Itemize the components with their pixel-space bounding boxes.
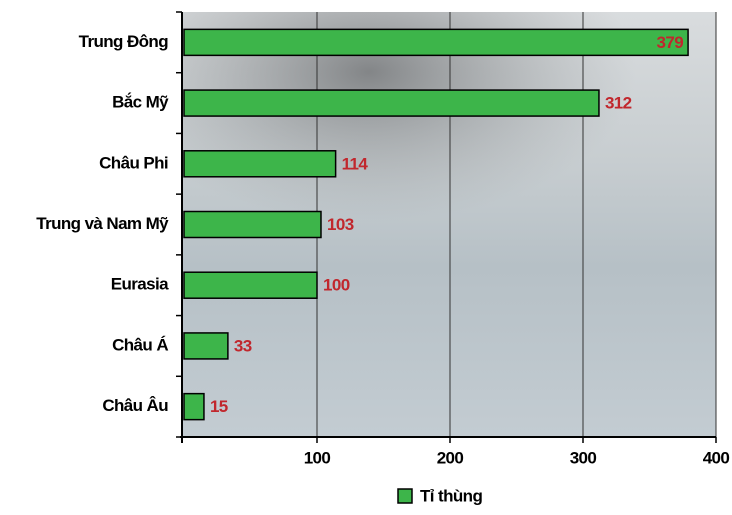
y-tick-label: Châu Âu	[102, 396, 168, 415]
bar	[183, 150, 337, 178]
x-tick-label: 300	[570, 448, 597, 467]
y-tick-label: Eurasia	[111, 275, 169, 294]
bar	[183, 271, 318, 299]
y-tick-label: Châu Phi	[99, 153, 168, 172]
y-tick-label: Châu Á	[112, 335, 168, 354]
bar	[183, 89, 600, 117]
bar	[183, 210, 322, 239]
x-tick-label: 400	[703, 448, 730, 467]
value-label: 114	[342, 154, 369, 173]
legend-label: Tỉ thùng	[420, 486, 482, 505]
value-label: 379	[656, 33, 683, 52]
y-tick-label: Trung và Nam Mỹ	[36, 214, 169, 233]
value-label: 33	[234, 336, 252, 355]
legend-swatch	[397, 488, 413, 504]
bar	[183, 332, 229, 360]
value-label: 312	[605, 94, 632, 113]
value-label: 103	[327, 215, 354, 234]
value-label: 100	[323, 276, 350, 295]
bar	[183, 392, 205, 421]
bar	[183, 28, 689, 57]
y-tick-label: Bắc Mỹ	[112, 93, 169, 112]
y-tick-label: Trung Đông	[79, 32, 169, 51]
x-tick-label: 100	[304, 448, 331, 467]
value-label: 15	[210, 397, 228, 416]
x-tick-label: 200	[437, 448, 464, 467]
